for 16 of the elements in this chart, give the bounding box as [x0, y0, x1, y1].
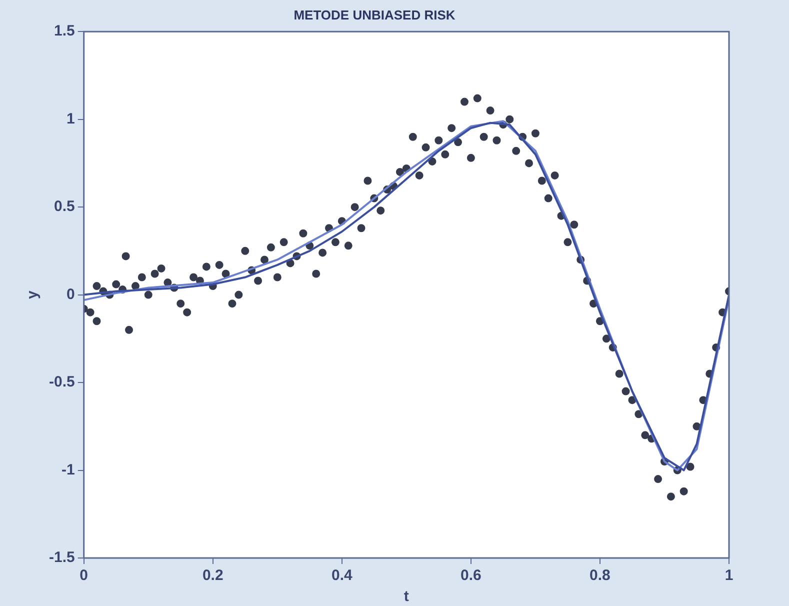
y-tick-label: -0.5: [48, 374, 75, 391]
chart-title: METODE UNBIASED RISK: [294, 7, 456, 22]
y-axis-title: y: [24, 290, 42, 299]
y-tick-label: 1: [66, 110, 75, 128]
y-tick-label: 1.5: [54, 22, 75, 40]
x-tick-label: 0.4: [331, 567, 353, 584]
x-axis-title: t: [404, 588, 409, 606]
x-tick-label: 0.8: [590, 567, 610, 584]
x-tick-label: 0: [80, 567, 88, 584]
y-tick-label: 0.5: [54, 198, 75, 216]
x-tick-label: 0.2: [202, 567, 224, 584]
x-tick-label: 1: [724, 567, 734, 584]
y-tick-label: 0: [66, 286, 75, 303]
y-tick-label: -1: [62, 461, 75, 478]
x-tick-label: 0.6: [460, 567, 482, 584]
y-tick-label: -1.5: [48, 549, 75, 566]
